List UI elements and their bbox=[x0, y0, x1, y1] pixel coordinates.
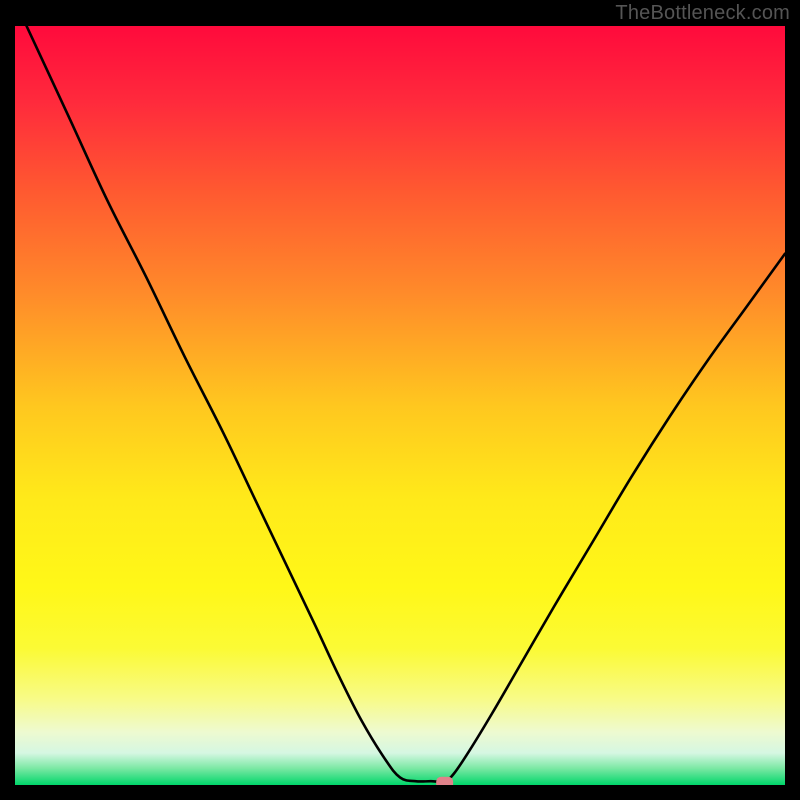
chart-frame: TheBottleneck.com bbox=[0, 0, 800, 800]
plot-svg bbox=[15, 26, 785, 785]
plot-area bbox=[15, 26, 785, 785]
watermark-text: TheBottleneck.com bbox=[615, 2, 790, 25]
gradient-background bbox=[15, 26, 785, 785]
optimum-marker bbox=[436, 777, 453, 785]
